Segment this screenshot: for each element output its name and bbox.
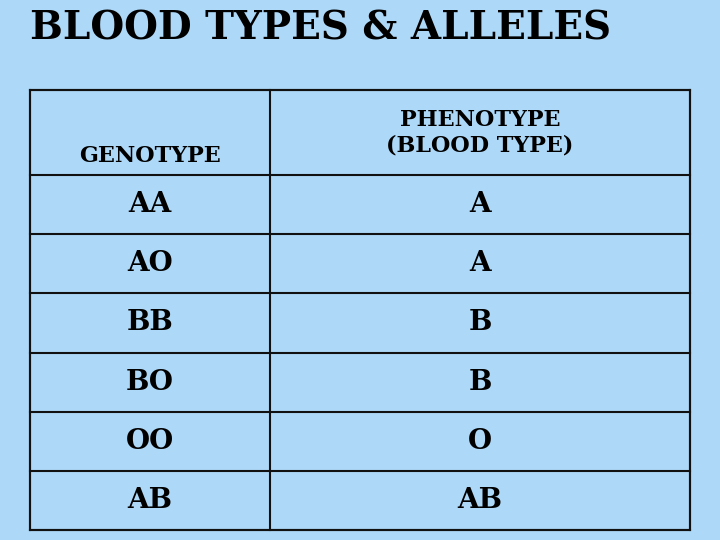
Text: O: O	[468, 428, 492, 455]
Text: AO: AO	[127, 250, 173, 277]
Text: AA: AA	[128, 191, 171, 218]
Text: A: A	[469, 191, 491, 218]
Text: BB: BB	[127, 309, 174, 336]
Bar	[30, 90, 690, 530]
Text: BO: BO	[126, 369, 174, 396]
Text: B: B	[468, 309, 492, 336]
Text: GENOTYPE: GENOTYPE	[79, 145, 221, 167]
Text: AB: AB	[127, 487, 173, 514]
Text: BLOOD TYPES & ALLELES: BLOOD TYPES & ALLELES	[30, 10, 611, 48]
Text: AB: AB	[457, 487, 503, 514]
Text: B: B	[468, 369, 492, 396]
Text: OO: OO	[126, 428, 174, 455]
Text: A: A	[469, 250, 491, 277]
Text: PHENOTYPE
(BLOOD TYPE): PHENOTYPE (BLOOD TYPE)	[387, 109, 574, 156]
